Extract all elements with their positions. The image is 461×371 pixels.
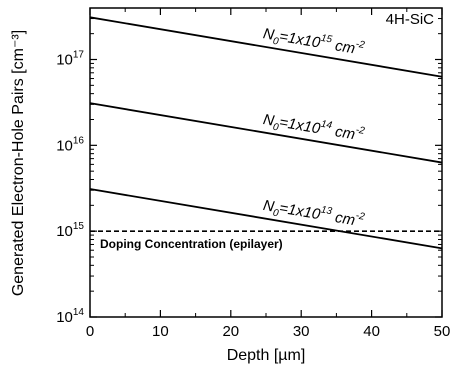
series-line-2 — [89, 102, 443, 164]
series-label-1: N0=1x1015 cm-2 — [261, 23, 366, 62]
series-line-1 — [89, 16, 443, 78]
y-tick-label: 1016 — [56, 135, 84, 154]
y-axis-ticks: 1014 1015 1016 1017 — [56, 18, 442, 326]
material-label: 4H-SiC — [386, 11, 435, 28]
y-tick-label: 1014 — [56, 307, 84, 326]
y-axis-title: Generated Electron-Hole Pairs [cm⁻³] — [10, 30, 27, 296]
x-tick-label: 10 — [152, 323, 169, 340]
x-axis-ticks: 0 10 20 30 40 50 — [86, 8, 451, 340]
plot-frame — [89, 7, 443, 318]
series-labels: N0=1x1015 cm-2 N0=1x1014 cm-2 N0=1x1013 cm… — [261, 23, 366, 234]
x-tick-label: 50 — [434, 323, 451, 340]
x-tick-label: 30 — [293, 323, 310, 340]
series-lines — [89, 16, 443, 250]
series-label-3: N0=1x1013 cm-2 — [261, 195, 366, 234]
x-tick-label: 20 — [222, 323, 239, 340]
series-label-2: N0=1x1014 cm-2 — [261, 109, 366, 148]
doping-concentration-label: Doping Concentration (epilayer) — [100, 237, 283, 251]
x-tick-label: 40 — [363, 323, 380, 340]
x-axis-title: Depth [µm] — [227, 347, 306, 364]
y-tick-label: 1015 — [56, 221, 84, 240]
y-tick-label: 1017 — [56, 50, 84, 69]
series-line-3 — [89, 188, 443, 250]
x-tick-label: 0 — [86, 323, 94, 340]
